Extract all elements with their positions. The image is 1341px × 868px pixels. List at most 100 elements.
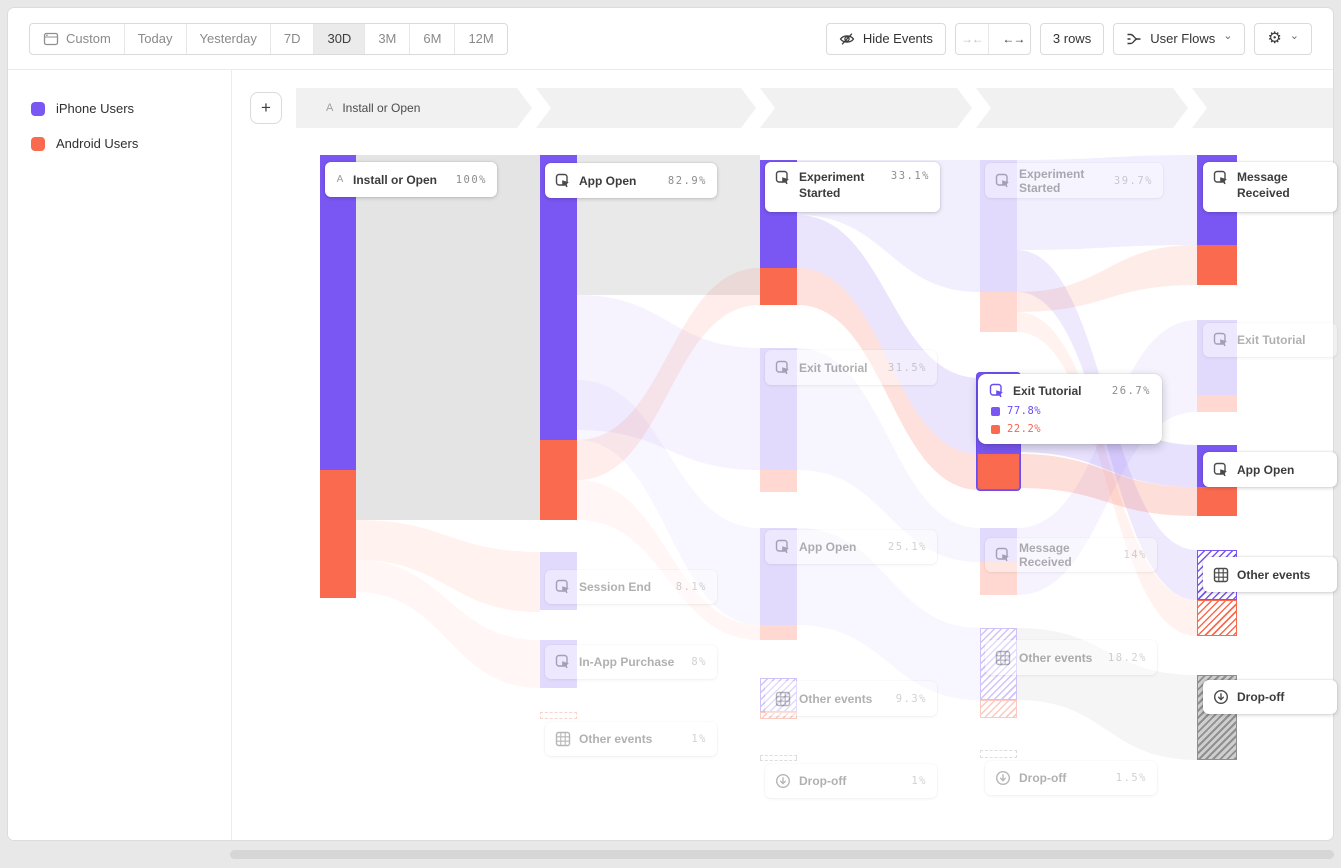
flow-node-card-drop-off[interactable]: Drop-off 1% [765,764,937,798]
node-label: Exit Tutorial [1237,333,1306,347]
flow-node-card-exit-tutorial[interactable]: Exit Tutorial [1203,323,1337,357]
node-bar-exit-tutorial-faded[interactable] [1197,320,1237,395]
node-value: 18.2% [1107,651,1147,664]
node-label: App Open [799,540,857,554]
date-range-label: 12M [468,31,494,46]
legend-label: iPhone Users [56,101,135,116]
node-label: App Open [579,173,637,188]
node-bar-other-events-small[interactable] [540,712,577,719]
flow-node-card-drop-off[interactable]: Drop-off [1203,680,1337,714]
node-value: 31.5% [887,361,927,374]
flow-node-card-exit-tutorial[interactable]: Exit Tutorial 31.5% [765,350,937,385]
node-bar-message-received-android[interactable] [1197,245,1237,285]
flow-node-card-app-open[interactable]: App Open 82.9% [545,163,717,198]
step-letter: A [336,174,344,185]
node-bar-in-app-purchase[interactable] [540,640,577,688]
node-bar-other-events-android[interactable] [1197,600,1237,636]
node-value: 1% [691,733,707,745]
legend-item-android-users[interactable]: Android Users [31,136,138,151]
node-label: Experiment Started [1019,166,1085,195]
node-bar-exit-tutorial-faded[interactable] [760,348,797,470]
node-bar-experiment-started-android[interactable] [760,268,797,305]
date-range-3m-button[interactable]: 3M [364,23,409,54]
node-bar-drop-off-faded[interactable] [760,755,797,761]
grid-icon [775,691,791,707]
node-bar-drop-off-faded[interactable] [980,750,1017,758]
date-range-7d-button[interactable]: 7D [269,23,314,54]
flow-node-card-drop-off[interactable]: Drop-off 1.5% [985,761,1157,795]
flow-node-card-install-or-open[interactable]: A Install or Open 100% [325,162,497,197]
date-range-label: Custom [66,31,111,46]
event-icon [555,173,571,189]
legend-label: Android Users [56,136,139,151]
node-bar-experiment-started-faded[interactable] [980,160,1017,292]
node-bar-other-events-faded[interactable] [760,712,797,719]
flow-node-card-app-open[interactable]: App Open 25.1% [765,530,937,564]
breakdown-value: 77.8% [1007,405,1042,417]
node-bar-experiment-started-faded[interactable] [980,292,1017,332]
flow-node-card-message-received[interactable]: Message Received 14% [985,538,1157,572]
selected-node-android-segment [978,454,1019,489]
date-range-yesterday-button[interactable]: Yesterday [185,23,270,54]
node-bar-exit-tutorial-faded[interactable] [1197,395,1237,412]
event-icon [1213,462,1229,478]
view-selector-dropdown[interactable]: User Flows ⌄ [1113,22,1246,55]
node-bar-app-open-faded[interactable] [760,625,797,640]
node-label: Drop-off [799,774,847,788]
node-value: 25.1% [887,541,927,553]
node-bar-other-events-faded[interactable] [980,700,1017,718]
flow-node-card-app-open[interactable]: App Open [1203,452,1337,487]
date-range-6m-button[interactable]: 6M [409,23,454,54]
date-range-12m-button[interactable]: 12M [454,23,506,54]
flow-node-card-message-received[interactable]: Message Received [1203,162,1337,212]
node-bar-app-open-android[interactable] [1197,487,1237,516]
node-bar-other-events-faded[interactable] [760,678,797,712]
node-label: Experiment Started [799,170,865,200]
horizontal-scrollbar[interactable] [230,850,1334,859]
step-header-2 [536,88,756,128]
hide-events-button[interactable]: Hide Events [825,22,946,55]
node-bar-message-received-faded[interactable] [980,528,1017,562]
flow-node-card-session-end[interactable]: Session End 8.1% [545,570,717,604]
node-bar-app-open-iphone[interactable] [540,155,577,440]
node-label: App Open [1237,462,1295,477]
grid-icon [995,650,1011,666]
step-letter: A [326,102,334,114]
flow-node-card-in-app-purchase[interactable]: In-App Purchase 8% [545,645,717,679]
drop-off-icon [1213,689,1229,705]
node-bar-message-received-faded[interactable] [980,562,1017,595]
step-header-1[interactable]: A Install or Open [296,88,532,128]
event-icon [995,173,1011,189]
flow-node-card-experiment-started[interactable]: Experiment Started 33.1% [765,162,940,212]
node-bar-app-open-faded[interactable] [760,528,797,625]
flow-node-card-other-events[interactable]: Other events 1% [545,722,717,756]
hide-events-label: Hide Events [862,31,933,46]
date-range-label: Yesterday [199,31,257,46]
flow-node-card-exit-tutorial-selected[interactable]: Exit Tutorial 26.7% 77.8% 22.2% [978,374,1162,444]
flow-node-card-experiment-started[interactable]: Experiment Started 39.7% [985,163,1163,198]
legend-item-iphone-users[interactable]: iPhone Users [31,101,134,116]
rows-button[interactable]: 3 rows [1039,22,1105,55]
node-bar-install-or-open-android[interactable] [320,470,356,598]
breakdown-row-android: 22.2% [989,423,1151,435]
flow-node-card-other-events[interactable]: Other events [1203,557,1337,592]
node-bar-install-or-open-iphone[interactable] [320,155,356,470]
settings-dropdown[interactable]: ⚙ ⌄ [1254,22,1312,55]
expand-columns-button[interactable]: ←→ [1002,31,1025,46]
node-label: Drop-off [1019,771,1067,785]
selected-flow-block [356,155,540,520]
node-bar-app-open-android[interactable] [540,440,577,520]
node-label: In-App Purchase [579,655,675,669]
add-step-button[interactable]: + [250,92,282,124]
android-users-swatch [31,136,45,151]
collapse-columns-button[interactable]: →← [956,23,989,54]
flow-node-card-other-events[interactable]: Other events 9.3% [765,681,937,716]
date-range-custom-button[interactable]: Custom [30,24,124,54]
date-range-today-button[interactable]: Today [123,23,186,54]
date-range-30d-button[interactable]: 30D [313,23,365,54]
node-bar-exit-tutorial-faded[interactable] [760,470,797,492]
custom-range-icon [43,32,59,45]
flow-node-card-other-events[interactable]: Other events 18.2% [985,640,1157,675]
chevron-down-icon: ⌄ [1289,30,1299,42]
